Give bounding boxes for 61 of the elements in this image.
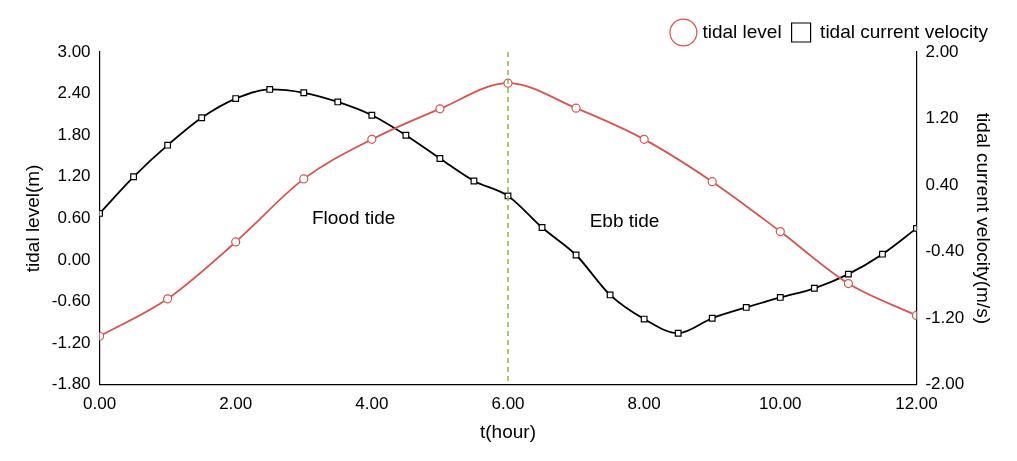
x-tick-label: 4.00 bbox=[355, 393, 389, 413]
x-tick-label: 6.00 bbox=[491, 393, 525, 413]
point bbox=[402, 131, 410, 139]
point bbox=[606, 291, 614, 299]
point bbox=[368, 111, 376, 119]
y-tick-label: 3.00 bbox=[57, 41, 91, 61]
point bbox=[130, 173, 138, 181]
point bbox=[674, 329, 682, 337]
point bbox=[843, 278, 853, 289]
x-tick-label: 2.00 bbox=[219, 393, 253, 413]
point bbox=[640, 315, 648, 323]
y-tick-label: 2.40 bbox=[57, 83, 91, 103]
annotation: Flood tide bbox=[311, 206, 396, 228]
point bbox=[775, 226, 785, 237]
point bbox=[639, 134, 649, 144]
y2-tick-label: 2.00 bbox=[925, 41, 959, 61]
y2-tick-label: -2.00 bbox=[925, 374, 965, 394]
point bbox=[776, 294, 784, 301]
y-tick-label: -0.60 bbox=[51, 291, 91, 311]
point bbox=[163, 294, 173, 304]
point bbox=[878, 250, 886, 258]
point bbox=[708, 314, 716, 322]
x-tick-label: 0.00 bbox=[83, 393, 117, 413]
point bbox=[810, 284, 818, 292]
x-axis-title: t(hour) bbox=[480, 420, 536, 442]
y2-tick-label: 1.20 bbox=[925, 108, 959, 128]
point bbox=[232, 95, 240, 103]
y-tick-label: 0.60 bbox=[57, 208, 91, 228]
point bbox=[198, 114, 206, 122]
x-tick-label: 10.00 bbox=[759, 393, 802, 413]
point bbox=[334, 98, 342, 106]
point bbox=[266, 86, 274, 93]
x-tick-label: 8.00 bbox=[627, 393, 661, 413]
point bbox=[571, 103, 581, 113]
point bbox=[164, 141, 172, 149]
x-tick-label: 12.00 bbox=[895, 393, 938, 413]
point bbox=[436, 155, 444, 162]
point bbox=[300, 89, 308, 97]
y2-tick-label: 0.40 bbox=[925, 174, 959, 194]
point bbox=[572, 251, 580, 259]
point bbox=[367, 134, 377, 144]
point bbox=[231, 237, 241, 247]
y-tick-label: -1.80 bbox=[51, 374, 91, 394]
y2-axis-title: tidal current velocity(m/s) bbox=[973, 112, 995, 324]
y-tick-label: 1.20 bbox=[57, 166, 91, 186]
point bbox=[844, 270, 852, 278]
y-tick-label: 0.00 bbox=[57, 249, 91, 269]
y2-tick-label: -0.40 bbox=[925, 241, 965, 261]
point bbox=[742, 304, 750, 311]
y-tick-label: 1.80 bbox=[57, 124, 91, 144]
point bbox=[299, 174, 309, 184]
legend-label: tidal level bbox=[702, 20, 782, 42]
y-axis-title: tidal level(m) bbox=[21, 164, 43, 273]
point bbox=[470, 177, 478, 185]
point bbox=[707, 177, 717, 187]
point bbox=[538, 224, 546, 231]
y2-tick-label: -1.20 bbox=[925, 307, 965, 327]
legend-label: tidal current velocity bbox=[820, 20, 989, 42]
annotation: Ebb tide bbox=[589, 209, 660, 231]
point bbox=[435, 104, 445, 114]
y-tick-label: -1.20 bbox=[51, 332, 91, 352]
